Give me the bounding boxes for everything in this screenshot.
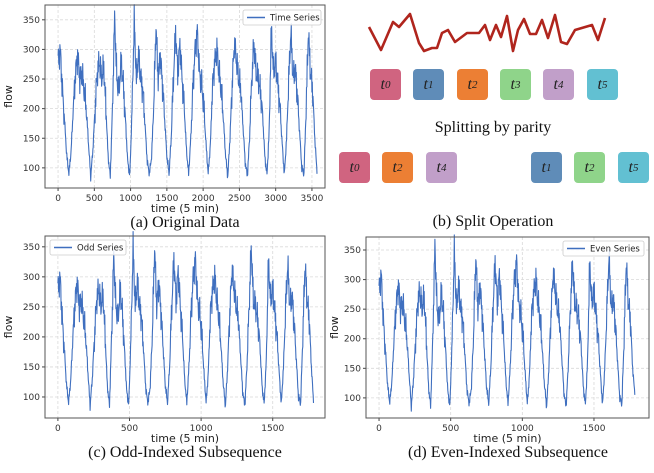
x-tick-label: 1500 <box>261 424 284 434</box>
x-axis-label: time (5 min) <box>151 432 219 445</box>
x-tick-label: 1000 <box>190 424 213 434</box>
y-tick-label: 300 <box>344 276 361 286</box>
x-tick-label: 1500 <box>155 194 178 204</box>
axes-frame <box>365 236 650 419</box>
y-tick-label: 200 <box>23 105 40 115</box>
y-tick-label: 200 <box>344 335 361 345</box>
x-tick-label: 3000 <box>264 194 287 204</box>
series-line-time-series <box>57 4 318 182</box>
x-tick-label: 500 <box>86 194 103 204</box>
caption-d: (d) Even-Indexed Subsequence <box>408 444 608 461</box>
legend-label: Time Series <box>269 14 320 24</box>
legend-box <box>49 239 127 256</box>
caption-b: (b) Split Operation <box>432 213 554 230</box>
chart-original-data: 0 500 1000 1500 2000 2500 3000 3500 100 150 200 250… <box>2 4 326 215</box>
x-tick-label: 2500 <box>228 194 251 204</box>
x-tick-label: 2000 <box>192 194 215 204</box>
chart-even-subsequence: 0 500 1000 1500 100 150 200 250 300 350 Even Serie… <box>328 234 650 445</box>
y-axis-label: flow <box>2 85 15 108</box>
x-tick-label: 0 <box>55 194 61 204</box>
x-tick-label: 3500 <box>300 194 323 204</box>
y-tick-label: 250 <box>23 303 40 313</box>
y-tick-label: 150 <box>23 363 40 373</box>
y-tick-label: 150 <box>23 134 40 144</box>
x-axis-label: time (5 min) <box>473 432 541 445</box>
caption-a: (a) Original Data <box>130 214 240 231</box>
x-tick-label: 1500 <box>583 424 606 434</box>
chart-odd-subsequence: 0 500 1000 1500 100 150 200 250 300 350 Odd Series… <box>2 230 326 445</box>
y-axis-label: flow <box>2 316 15 339</box>
y-tick-label: 200 <box>23 333 40 343</box>
splitting-by-parity-label: Splitting by parity <box>434 119 552 136</box>
x-tick-label: 0 <box>376 424 382 434</box>
y-tick-label: 350 <box>23 16 40 26</box>
x-axis-label: time (5 min) <box>151 202 219 215</box>
x-tick-label: 0 <box>55 424 61 434</box>
sketch-series-line <box>367 12 607 53</box>
x-tick-label: 1000 <box>119 194 142 204</box>
y-axis-label: flow <box>328 316 341 339</box>
y-tick-label: 250 <box>23 75 40 85</box>
legend-label: Even Series <box>590 245 640 255</box>
legend-box <box>242 9 322 26</box>
x-tick-label: 500 <box>121 424 138 434</box>
y-tick-label: 250 <box>344 305 361 315</box>
legend-label: Odd Series <box>77 244 124 254</box>
legend-box <box>562 240 645 257</box>
y-tick-label: 150 <box>344 364 361 374</box>
y-tick-label: 100 <box>23 393 40 403</box>
y-tick-label: 350 <box>23 243 40 253</box>
series-line-odd-series <box>57 230 315 411</box>
y-tick-label: 300 <box>23 45 40 55</box>
axes-frame <box>44 4 326 189</box>
y-tick-label: 300 <box>23 273 40 283</box>
y-tick-label: 350 <box>344 246 361 256</box>
y-tick-label: 100 <box>23 164 40 174</box>
caption-c: (c) Odd-Indexed Subsequence <box>88 444 282 461</box>
series-line-even-series <box>378 234 636 412</box>
x-tick-label: 500 <box>442 424 459 434</box>
axes-frame <box>44 235 326 419</box>
x-tick-label: 1000 <box>511 424 534 434</box>
y-tick-label: 100 <box>344 394 361 404</box>
